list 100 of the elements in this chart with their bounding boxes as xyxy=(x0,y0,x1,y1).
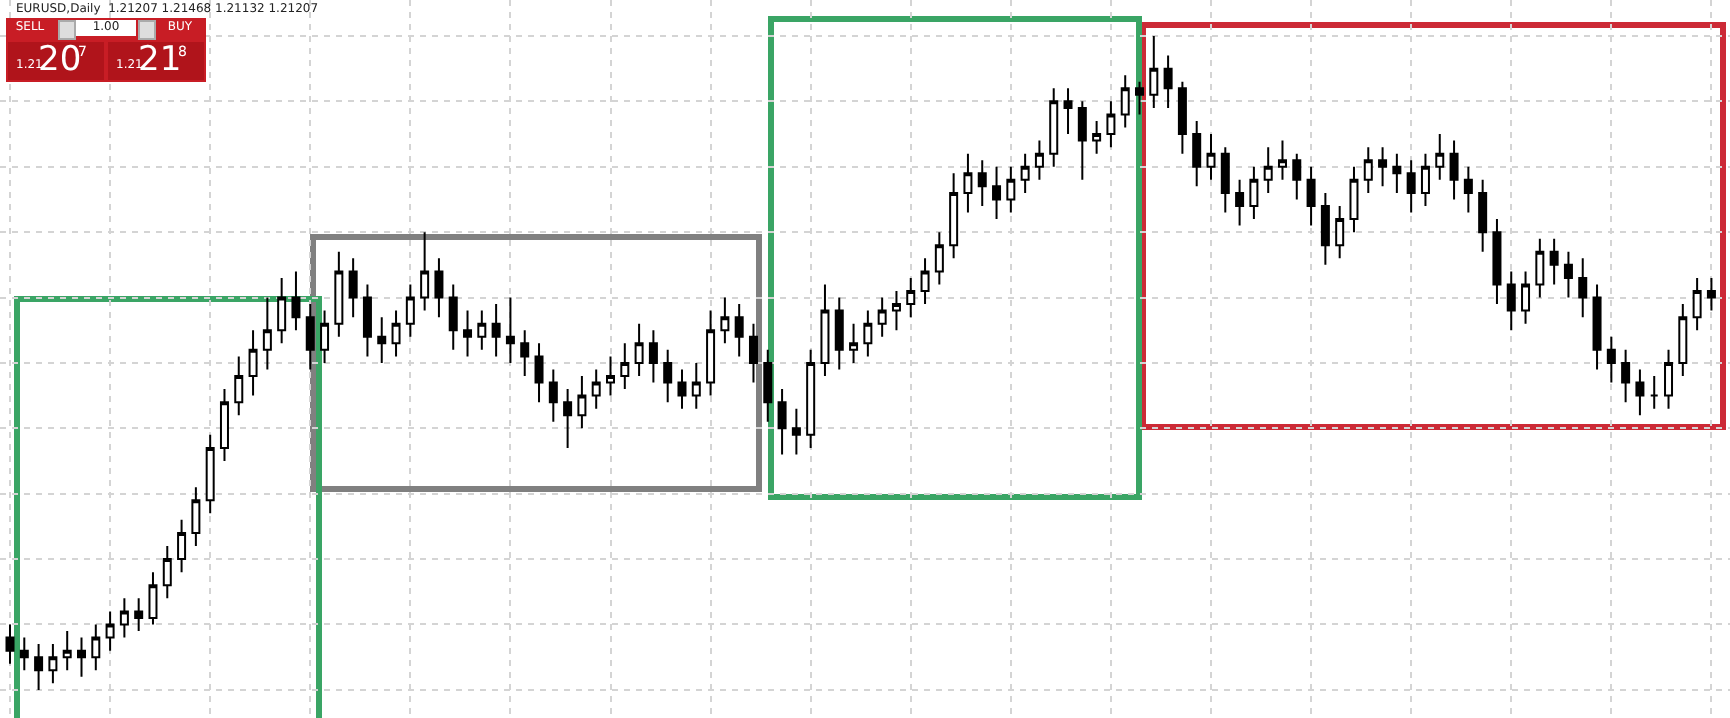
candlestick xyxy=(77,636,86,678)
candlestick xyxy=(48,643,58,685)
candlestick xyxy=(1692,276,1702,332)
candlestick xyxy=(891,290,901,332)
candlestick xyxy=(1135,80,1145,116)
candlestick xyxy=(706,309,716,397)
candlestick xyxy=(1349,165,1359,234)
candlestick xyxy=(634,322,644,377)
candlestick xyxy=(1535,237,1545,299)
candlestick xyxy=(1506,270,1516,332)
candlestick xyxy=(906,276,916,319)
candlestick xyxy=(1206,133,1216,181)
candlestick xyxy=(1034,139,1044,181)
candlestick xyxy=(5,623,15,665)
candlestick xyxy=(348,257,358,319)
candlestick xyxy=(1678,303,1688,377)
candlestick xyxy=(148,571,158,626)
candlestick xyxy=(963,152,973,214)
candlestick xyxy=(1306,165,1316,227)
candlestick xyxy=(291,270,301,332)
candlestick xyxy=(1063,87,1073,136)
candlestick xyxy=(1092,119,1102,155)
candlestick xyxy=(1292,152,1302,201)
candlestick xyxy=(1249,165,1259,221)
candlestick xyxy=(1435,133,1445,181)
candlestick xyxy=(262,296,272,371)
candlestick xyxy=(1521,270,1531,325)
candlestick xyxy=(1363,146,1373,194)
candlestick xyxy=(1635,368,1645,417)
candlestick xyxy=(162,545,172,600)
candlestick xyxy=(734,303,744,358)
candlestick xyxy=(1578,257,1588,319)
candlestick xyxy=(191,486,201,548)
candlestick xyxy=(920,257,930,306)
candlestick xyxy=(791,407,801,456)
candlestick xyxy=(463,309,473,358)
candlestick xyxy=(334,250,344,338)
candlestick xyxy=(491,303,501,358)
candlestick xyxy=(1706,276,1716,312)
candlestick xyxy=(477,309,487,351)
candlestick xyxy=(1263,146,1273,194)
candlestick xyxy=(1449,139,1459,201)
candlestick xyxy=(1006,165,1016,214)
candlestick xyxy=(806,348,816,449)
candlestick xyxy=(1106,100,1116,149)
candlestick xyxy=(377,316,387,364)
candlestick xyxy=(1606,335,1616,384)
candlestick xyxy=(691,361,701,410)
candlestick xyxy=(648,329,658,384)
candlestick xyxy=(1549,237,1559,286)
candlestick xyxy=(62,630,72,672)
candlestick xyxy=(934,231,944,286)
candlestick xyxy=(1406,159,1416,214)
candlestick xyxy=(277,276,287,345)
candlestick xyxy=(320,309,330,364)
candlestick xyxy=(992,165,1002,221)
candlestick xyxy=(134,597,144,633)
candlestick xyxy=(520,329,530,377)
candlestick xyxy=(1177,80,1187,155)
candlestick xyxy=(1621,348,1631,404)
candlestick xyxy=(606,355,615,397)
candlestick xyxy=(1492,218,1502,306)
candlestick xyxy=(677,368,687,410)
candlestick xyxy=(405,283,415,338)
candlestick xyxy=(820,283,830,377)
candlestick xyxy=(362,283,372,358)
candlestick xyxy=(577,375,587,430)
candlestick xyxy=(763,348,773,423)
candlestick xyxy=(1277,139,1287,181)
candlestick xyxy=(1149,34,1159,109)
candlestick xyxy=(1463,165,1473,214)
candlestick xyxy=(434,257,444,319)
candlestick xyxy=(34,643,44,691)
candlestick xyxy=(591,368,601,410)
candlestick xyxy=(977,159,987,207)
candlestick xyxy=(663,348,673,404)
candlestick xyxy=(720,296,730,345)
candlestick xyxy=(834,296,844,371)
candlestick xyxy=(1392,152,1402,194)
candlestick xyxy=(448,283,458,351)
candlestick xyxy=(620,342,630,391)
candlestick xyxy=(777,388,787,456)
candlestick xyxy=(1478,178,1488,253)
candlestick xyxy=(391,309,401,358)
candlestick xyxy=(548,368,558,423)
candlestick xyxy=(1320,191,1330,266)
candlestick xyxy=(1563,250,1573,299)
candlestick xyxy=(949,172,959,260)
candlestick xyxy=(849,322,859,364)
candlestick xyxy=(1420,152,1430,207)
candlestick xyxy=(305,303,315,371)
candlestick xyxy=(877,296,887,338)
candlestick xyxy=(748,322,758,384)
candlestick xyxy=(1378,146,1388,188)
candlestick xyxy=(863,309,873,358)
candlestick xyxy=(205,433,215,515)
candlestick xyxy=(248,329,258,397)
candlestick xyxy=(91,623,101,672)
candlestick xyxy=(1020,152,1030,194)
candlestick xyxy=(1235,178,1245,227)
